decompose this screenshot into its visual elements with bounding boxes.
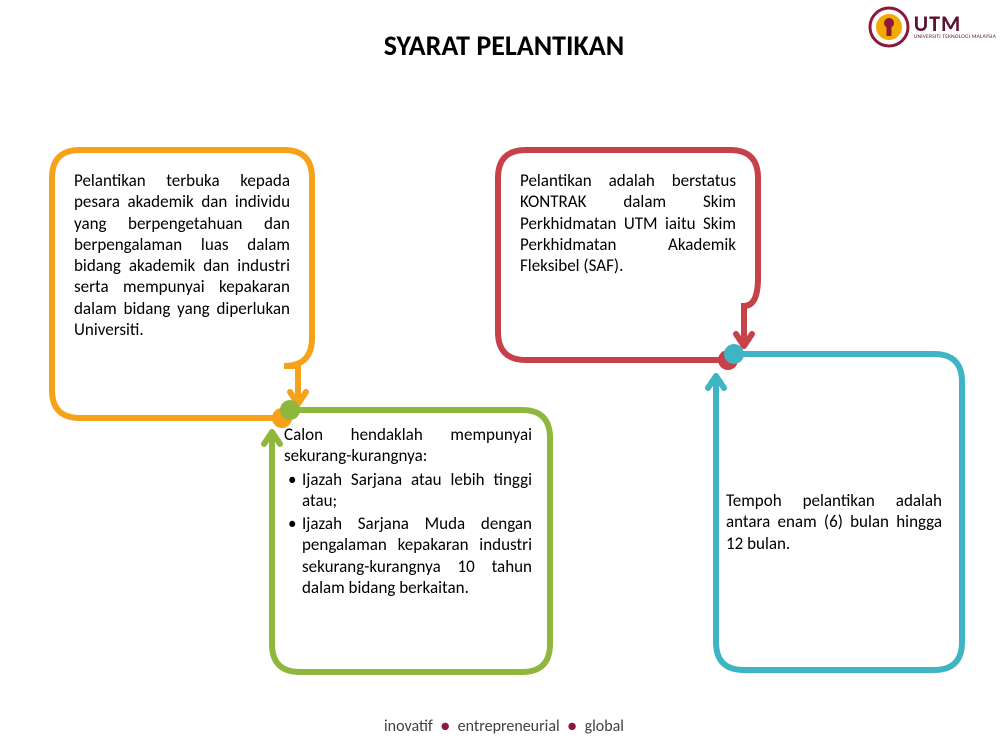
footer-dot-1: ● — [436, 717, 454, 736]
footer-w1: inovatif — [384, 717, 433, 736]
utm-logo: UTM UNIVERSITI TEKNOLOGI MALAYSIA — [868, 6, 996, 48]
box-c-intro: Calon hendaklah mempunyai sekurang-kuran… — [284, 424, 532, 467]
page-title: SYARAT PELANTIKAN — [0, 28, 1008, 63]
footer-w3: global — [585, 717, 624, 736]
box-a-text: Pelantikan terbuka kepada pesara akademi… — [74, 170, 290, 340]
box-c-item-1: Ijazah Sarjana atau lebih tinggi atau; — [284, 469, 532, 512]
footer-w2: entrepreneurial — [458, 717, 560, 736]
box-c-item-2: Ijazah Sarjana Muda dengan pengalaman ke… — [284, 513, 532, 598]
box-c-text: Calon hendaklah mempunyai sekurang-kuran… — [284, 424, 532, 598]
footer-tagline: inovatif ● entrepreneurial ● global — [0, 717, 1008, 736]
utm-seal-icon — [868, 6, 910, 48]
box-b-text: Pelantikan adalah berstatus KONTRAK dala… — [520, 170, 736, 276]
logo-acronym: UTM — [914, 13, 996, 35]
footer-dot-2: ● — [563, 717, 581, 736]
logo-fullname: UNIVERSITI TEKNOLOGI MALAYSIA — [914, 35, 996, 41]
box-d-text: Tempoh pelantikan adalah antara enam (6)… — [726, 490, 942, 554]
